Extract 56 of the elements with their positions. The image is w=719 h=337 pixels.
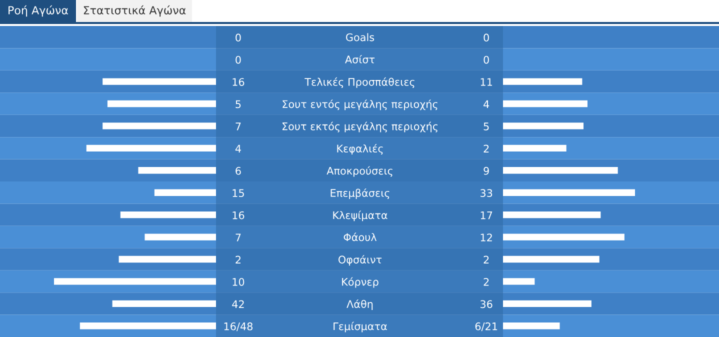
bar bbox=[503, 278, 535, 285]
y-tick-label: Αποκρούσεις bbox=[326, 166, 392, 177]
text: 6 bbox=[236, 166, 241, 175]
y-tick-label: Τελικές Προσπάθειες bbox=[304, 77, 414, 88]
bar bbox=[503, 78, 582, 85]
y-tick-label: Φάουλ bbox=[344, 232, 377, 242]
text: 7 bbox=[236, 234, 241, 242]
y-tick-label: Ασίστ bbox=[345, 54, 375, 64]
text: 0 bbox=[236, 34, 241, 42]
text: 2 bbox=[484, 256, 489, 264]
bar bbox=[503, 211, 601, 218]
text: 42 bbox=[232, 300, 244, 308]
text: 0 bbox=[484, 56, 489, 64]
y-tick-label: Κλεψίματα bbox=[333, 210, 388, 222]
text: 7 bbox=[236, 122, 241, 130]
text: 2 bbox=[484, 278, 489, 286]
y-tick-label: Σουτ εντός μεγάλης περιοχής bbox=[282, 100, 438, 110]
text: 17 bbox=[480, 211, 492, 220]
y-tick-label: Οφσάιντ bbox=[338, 255, 382, 266]
text: 4 bbox=[235, 144, 241, 152]
text: 2 bbox=[236, 256, 240, 264]
text: 33 bbox=[480, 189, 492, 198]
y-tick-label: Κόρνερ bbox=[342, 277, 378, 288]
text: 0 bbox=[484, 34, 489, 42]
text: 12 bbox=[480, 234, 492, 242]
bar bbox=[503, 234, 624, 240]
text: 16/48 bbox=[224, 322, 253, 332]
text: 5 bbox=[236, 100, 241, 108]
bar bbox=[503, 322, 560, 330]
text: 6/21 bbox=[475, 322, 498, 332]
text: Στατιστικά Αγώνα bbox=[84, 5, 186, 17]
y-tick-label: Goals bbox=[346, 33, 374, 42]
bar bbox=[503, 122, 584, 130]
text: 10 bbox=[232, 278, 244, 286]
bar bbox=[503, 189, 635, 196]
text: 2 bbox=[484, 144, 489, 152]
bar bbox=[503, 167, 618, 174]
bar bbox=[503, 300, 592, 308]
bar bbox=[503, 256, 600, 263]
text: 16 bbox=[232, 78, 244, 86]
y-tick-label: Λάθη bbox=[346, 300, 373, 310]
text: Ροή Αγώνα bbox=[8, 5, 68, 17]
text: 36 bbox=[480, 300, 492, 308]
bar bbox=[503, 100, 588, 108]
bar bbox=[503, 144, 566, 152]
text: 0 bbox=[236, 56, 241, 64]
y-tick-label: Κεφαλιές bbox=[337, 144, 383, 155]
text: 11 bbox=[480, 78, 492, 86]
y-tick-label: Γεμίσματα bbox=[334, 322, 387, 332]
text: 5 bbox=[484, 122, 489, 130]
text: 9 bbox=[484, 166, 489, 175]
y-tick-label: Σουτ εκτός μεγάλης περιοχής bbox=[282, 122, 438, 132]
text: 4 bbox=[484, 100, 490, 108]
text: 15 bbox=[232, 189, 244, 198]
text: 16 bbox=[232, 211, 244, 220]
y-tick-label: Επεμβάσεις bbox=[330, 188, 390, 199]
